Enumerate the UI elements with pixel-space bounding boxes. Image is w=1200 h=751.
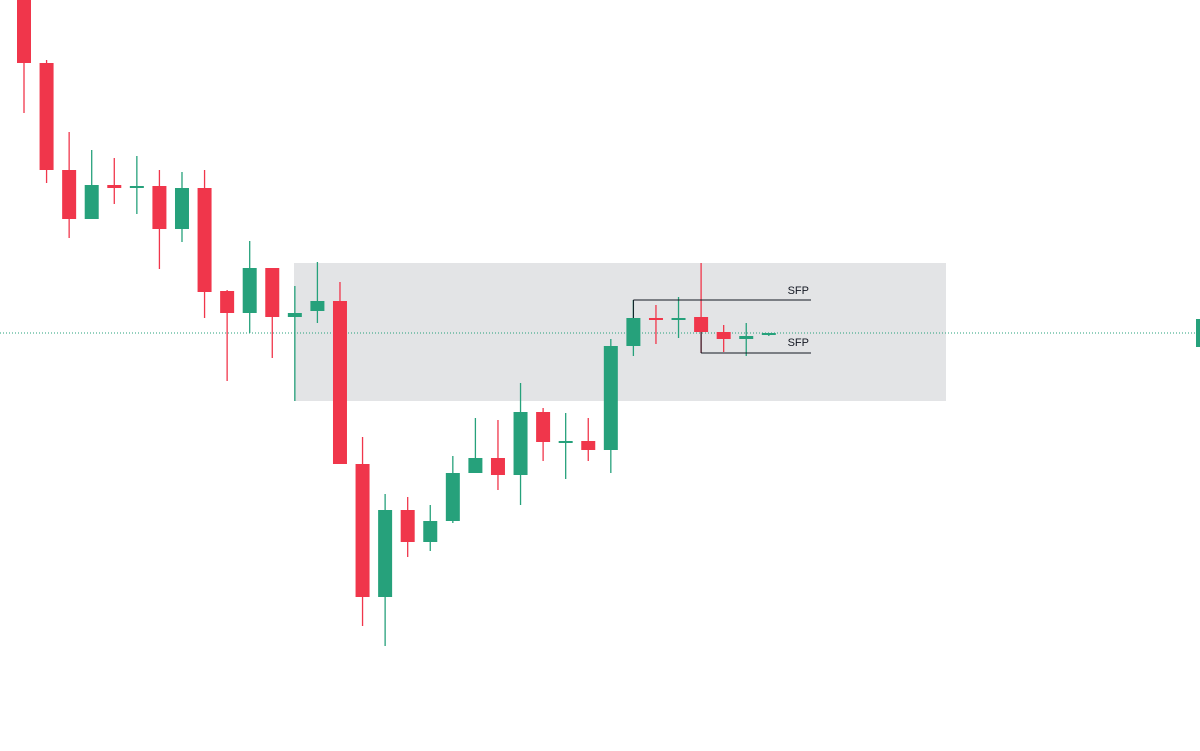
candle-body: [355, 464, 370, 597]
candle-body: [716, 332, 731, 339]
candle-body: [107, 185, 122, 188]
candle-body: [626, 318, 641, 346]
last-price-marker: [1196, 319, 1200, 347]
candle-body: [648, 318, 663, 320]
candle-body: [84, 185, 99, 219]
candle-body: [490, 458, 505, 475]
candle-body: [536, 412, 551, 442]
candle-body: [17, 0, 31, 63]
candle-body: [400, 510, 415, 542]
candle-body: [152, 186, 167, 229]
candle-body: [129, 186, 144, 188]
candle-body: [694, 317, 709, 332]
candle-body: [62, 170, 77, 219]
sfp-label: SFP: [788, 285, 809, 297]
candle-body: [423, 521, 438, 542]
candle-body: [242, 268, 257, 313]
candle-body: [332, 301, 347, 464]
candle-body: [265, 268, 280, 317]
candle-body: [581, 441, 596, 450]
candle-body: [739, 336, 754, 339]
sfp-label: SFP: [788, 337, 809, 349]
candle-body: [445, 473, 460, 521]
candle-body: [468, 458, 483, 473]
candle-body: [671, 318, 686, 320]
candle-body: [39, 63, 54, 170]
candle-body: [513, 412, 528, 475]
candle-body: [197, 188, 212, 292]
candle-body: [174, 188, 189, 229]
candle-body: [558, 441, 573, 443]
candle-body: [378, 510, 393, 597]
candle-body: [287, 313, 302, 317]
candle-body: [220, 291, 235, 313]
zone: [294, 263, 946, 401]
candle-body: [603, 346, 618, 450]
candle-body: [761, 333, 776, 335]
candle-body: [310, 301, 325, 311]
